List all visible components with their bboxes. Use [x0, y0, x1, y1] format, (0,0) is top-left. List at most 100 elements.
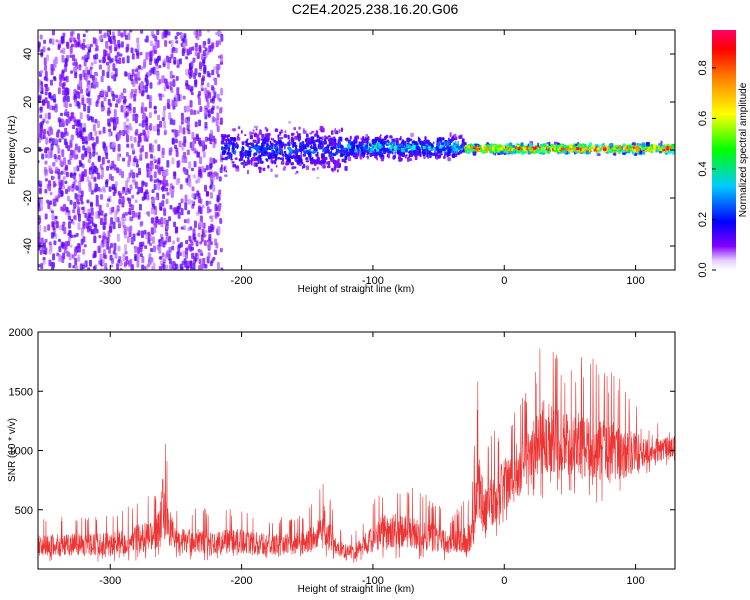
- spectrogram-cell: [90, 62, 94, 66]
- spectrogram-cell: [198, 61, 202, 69]
- spectrogram-cell: [102, 259, 106, 266]
- spectrogram-cell: [112, 118, 116, 123]
- spectrogram-cell: [190, 241, 194, 246]
- spectrogram-cell: [97, 245, 101, 254]
- spectrogram-cell: [489, 145, 491, 149]
- spectrogram-cell: [140, 230, 144, 239]
- spectrogram-cell: [511, 145, 516, 148]
- spectrogram-cell: [90, 202, 94, 208]
- spectrogram-cell: [153, 179, 157, 184]
- spectrogram-cell: [174, 94, 178, 98]
- spectrogram-cell: [86, 43, 90, 50]
- spectrogram-cell: [258, 167, 262, 171]
- spectrogram-cell: [105, 156, 109, 160]
- spectrogram-cell: [93, 235, 97, 244]
- spectrogram-cell: [305, 157, 309, 161]
- spectrogram-cell: [314, 133, 317, 137]
- spectrogram-cell: [185, 177, 189, 183]
- spectrogram-cell: [157, 114, 161, 121]
- spectrogram-cell: [134, 68, 138, 73]
- spectrogram-cell: [315, 153, 317, 156]
- spectrogram-cell: [200, 87, 204, 92]
- spectrogram-cell: [209, 138, 213, 145]
- spectrogram-cell: [109, 45, 113, 54]
- spectrogram-cell: [309, 132, 313, 135]
- spectrogram-cell: [70, 134, 74, 141]
- spectrogram-cell: [502, 148, 507, 152]
- colorbar-ticks: 0.0 0.2 0.4 0.6 0.8: [697, 60, 716, 278]
- spectrogram-cell: [122, 186, 126, 191]
- spectrogram-cell: [67, 221, 71, 229]
- spectrogram-cell: [273, 153, 277, 157]
- spectrogram-cell: [83, 169, 87, 177]
- spectrogram-cell: [333, 138, 337, 143]
- spectrogram-cell: [108, 186, 112, 192]
- spectrogram-cell: [318, 137, 323, 140]
- spectrogram-cell: [414, 155, 418, 161]
- spectrogram-cell: [220, 33, 224, 42]
- spectrogram-cell: [294, 135, 298, 140]
- spectrogram-cell: [154, 41, 158, 50]
- spectrogram-cell: [182, 225, 186, 231]
- spectrogram-cell: [266, 137, 270, 141]
- spectrogram-cell: [44, 97, 48, 104]
- spectrogram-cell: [115, 116, 119, 125]
- spectrogram-cell: [116, 153, 120, 162]
- spectrogram-cell: [162, 207, 166, 212]
- spectrogram-cell: [87, 215, 91, 222]
- spectrogram-cell: [311, 156, 314, 160]
- spectrogram-cell: [144, 234, 148, 240]
- spectrogram-cell: [380, 156, 385, 162]
- spectrogram-cell: [576, 146, 580, 151]
- spectrogram-cell: [227, 147, 231, 152]
- spectrogram-cell: [73, 172, 77, 176]
- spectrogram-cell: [111, 160, 115, 169]
- spectrogram-cell: [186, 120, 190, 128]
- spectrogram-cell: [596, 147, 600, 151]
- spectrogram-cell: [140, 186, 144, 194]
- spectrogram-cell: [252, 129, 255, 133]
- spectrogram-cell: [112, 93, 116, 102]
- spectrogram-cell: [54, 215, 58, 220]
- spectrogram-cell: [183, 118, 187, 123]
- spectrogram-cell: [58, 254, 62, 262]
- spectrogram-cell: [100, 90, 104, 96]
- spectrogram-cell: [139, 248, 143, 253]
- spectrogram-cell: [191, 192, 195, 199]
- spectrogram-cell: [209, 163, 213, 169]
- spectrogram-cell: [232, 142, 236, 147]
- spectrogram-cell: [141, 145, 145, 152]
- spectrogram-cell: [330, 150, 333, 153]
- spectrogram-cell: [53, 98, 57, 103]
- spectrogram-cell: [40, 120, 44, 125]
- spectrogram-cell: [463, 142, 467, 146]
- spectrogram-cell: [99, 217, 103, 226]
- spectrogram-cell: [248, 146, 252, 151]
- spectrogram-cell: [40, 69, 44, 74]
- spectrogram-cell: [119, 260, 123, 266]
- spectrogram-cell: [121, 198, 125, 204]
- spectrogram-cell: [647, 148, 650, 151]
- spectrogram-cell: [85, 74, 89, 82]
- spectrogram-cell: [225, 135, 229, 138]
- spectrogram-cell: [189, 47, 193, 55]
- spectrogram-cell: [280, 129, 283, 134]
- spectrogram-cell: [103, 90, 107, 96]
- spectrogram-cell: [131, 263, 135, 270]
- spectrogram-cell: [199, 249, 203, 256]
- spectrogram-cell: [114, 181, 118, 187]
- spectrogram-cell: [211, 177, 215, 181]
- spectrogram-cell: [454, 141, 457, 145]
- spectrogram-cell: [428, 145, 432, 151]
- spectrogram-cell: [73, 154, 77, 160]
- spectrogram-cell: [163, 121, 167, 129]
- spectrogram-cell: [207, 241, 211, 250]
- spectrogram-cell: [195, 240, 199, 247]
- spectrogram-cell: [126, 236, 130, 243]
- spectrogram-cell: [93, 57, 97, 65]
- spectrogram-cell: [232, 163, 236, 168]
- spectrogram-cell: [49, 105, 53, 111]
- spectrogram-cell: [54, 138, 58, 144]
- spectrogram-cell: [438, 148, 443, 154]
- spectrogram-cell: [197, 90, 201, 96]
